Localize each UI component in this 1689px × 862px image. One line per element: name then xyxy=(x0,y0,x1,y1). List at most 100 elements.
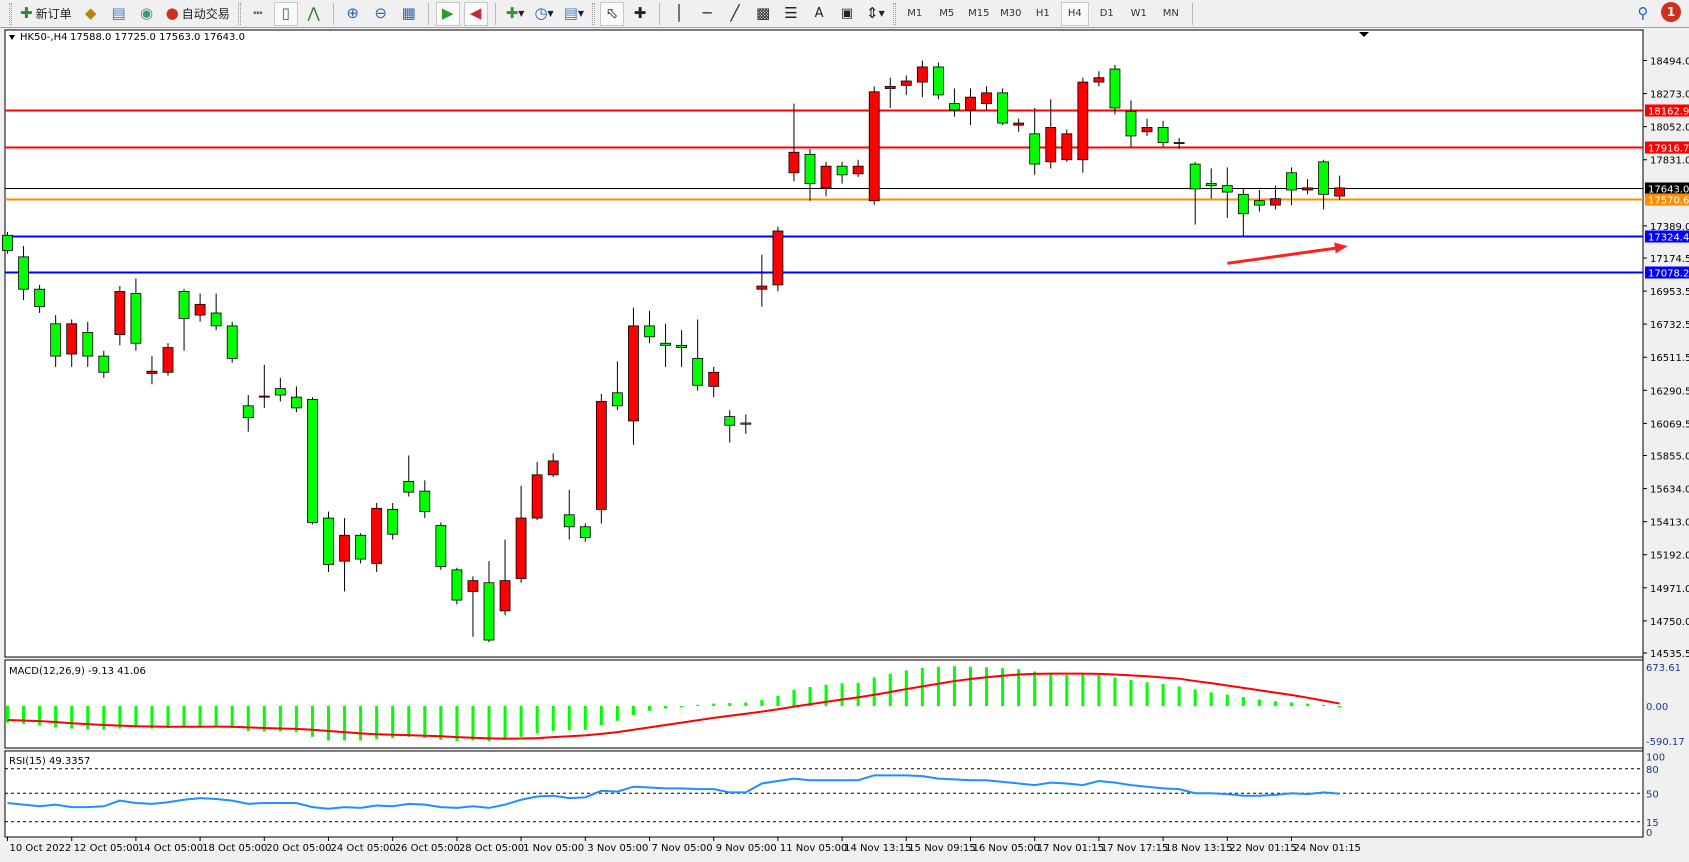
vertical-line-button[interactable]: │ xyxy=(667,2,691,26)
candle[interactable] xyxy=(612,361,623,411)
candle[interactable] xyxy=(483,561,495,643)
candle[interactable] xyxy=(1237,188,1249,238)
candle[interactable] xyxy=(916,60,928,98)
candle[interactable] xyxy=(692,319,704,391)
candle[interactable] xyxy=(114,286,126,346)
candle[interactable] xyxy=(965,88,976,126)
candle[interactable] xyxy=(82,321,94,367)
auto-trading-button[interactable]: ● 自动交易 xyxy=(163,2,233,26)
indicators-button[interactable]: ✚ ▼ xyxy=(503,2,528,26)
candle[interactable] xyxy=(387,502,399,540)
chart-shift-marker[interactable] xyxy=(1359,32,1369,37)
timeframe-m30[interactable]: M30 xyxy=(1000,8,1022,19)
timeframe-mn[interactable]: MN xyxy=(1162,8,1179,19)
candle[interactable] xyxy=(740,414,752,434)
rsi-pane[interactable] xyxy=(4,750,1644,838)
candle[interactable] xyxy=(852,159,864,177)
candle[interactable] xyxy=(50,315,62,367)
candle[interactable] xyxy=(290,386,302,413)
main-chart-pane[interactable] xyxy=(4,29,1644,658)
candle[interactable] xyxy=(804,148,816,201)
candle[interactable] xyxy=(563,489,575,540)
candle[interactable] xyxy=(98,350,110,378)
fibo-retracement-button[interactable]: ☰ xyxy=(779,2,803,26)
candle[interactable] xyxy=(130,278,142,351)
candle[interactable] xyxy=(226,321,238,363)
horizontal-line-button[interactable]: ─ xyxy=(695,2,719,26)
chart-shift-button[interactable]: ◀ xyxy=(463,1,488,26)
candle[interactable] xyxy=(210,293,222,331)
candle[interactable] xyxy=(1270,185,1281,210)
candle[interactable] xyxy=(579,523,591,542)
candle[interactable] xyxy=(162,343,174,376)
candle[interactable] xyxy=(1189,161,1201,225)
candle[interactable] xyxy=(1077,77,1089,173)
candle[interactable] xyxy=(884,77,896,108)
candle[interactable] xyxy=(788,103,800,182)
candle[interactable] xyxy=(1061,129,1073,162)
arrows-button[interactable]: ⇕ ▼ xyxy=(863,2,888,26)
candle[interactable] xyxy=(1286,167,1297,206)
candle[interactable] xyxy=(981,86,992,111)
crosshair-button[interactable]: ✚ xyxy=(628,2,652,26)
candle[interactable] xyxy=(1157,120,1169,147)
candle[interactable] xyxy=(1045,99,1057,169)
candle[interactable] xyxy=(307,397,318,525)
candle[interactable] xyxy=(868,86,880,206)
trendline-button[interactable]: ╱ xyxy=(723,2,747,26)
toolbar-grip[interactable] xyxy=(237,2,241,25)
fibo-channel-button[interactable]: ▩ xyxy=(751,2,775,26)
candle[interactable] xyxy=(178,289,190,351)
candle[interactable] xyxy=(403,455,415,497)
candle[interactable] xyxy=(339,518,350,592)
candle[interactable] xyxy=(451,567,463,605)
text-button[interactable]: A xyxy=(807,2,831,26)
trend-arrow[interactable] xyxy=(1227,246,1340,265)
candle[interactable] xyxy=(1221,167,1233,218)
candle[interactable] xyxy=(1254,189,1265,212)
candle[interactable] xyxy=(756,254,768,307)
candle[interactable] xyxy=(1302,179,1313,195)
timeframe-h4[interactable]: H4 xyxy=(1060,1,1089,26)
candle[interactable] xyxy=(836,161,848,184)
candle[interactable] xyxy=(355,533,367,564)
candle[interactable] xyxy=(708,366,720,398)
periods-button[interactable]: ◷ ▼ xyxy=(531,2,556,26)
candle[interactable] xyxy=(900,75,912,95)
timeframe-w1[interactable]: W1 xyxy=(1130,8,1147,19)
candle[interactable] xyxy=(772,226,784,292)
timeframe-m1[interactable]: M1 xyxy=(907,8,923,19)
candle[interactable] xyxy=(820,161,832,197)
toolbar-grip[interactable] xyxy=(592,2,596,25)
candle[interactable] xyxy=(724,410,736,443)
market-watch-button[interactable]: ◆ xyxy=(79,2,103,26)
signals-button[interactable]: ◉ xyxy=(135,2,159,26)
text-label-button[interactable]: ▣ xyxy=(835,2,859,26)
candlestick-button[interactable]: ▯ xyxy=(273,1,298,26)
search-button[interactable]: ⚲ xyxy=(1631,2,1655,26)
timeframe-h1[interactable]: H1 xyxy=(1035,8,1050,19)
candle[interactable] xyxy=(676,330,687,367)
templates-button[interactable]: ▤ ▼ xyxy=(561,2,587,26)
candle[interactable] xyxy=(66,319,78,367)
zoom-out-button[interactable]: ⊖ xyxy=(369,2,393,26)
candle[interactable] xyxy=(194,293,206,322)
tile-windows-button[interactable]: ▦ xyxy=(397,2,421,26)
new-order-button[interactable]: ✚ 新订单 xyxy=(17,2,75,26)
candle[interactable] xyxy=(997,88,1008,126)
candle[interactable] xyxy=(242,395,254,432)
candle[interactable] xyxy=(1318,159,1329,210)
candle[interactable] xyxy=(435,522,447,570)
candle[interactable] xyxy=(1141,118,1153,136)
candle[interactable] xyxy=(1173,138,1185,149)
line-chart-button[interactable]: ⋀ xyxy=(302,2,326,26)
candle[interactable] xyxy=(18,246,29,300)
autoscroll-button[interactable]: ▶ xyxy=(435,1,460,26)
timeframe-m15[interactable]: M15 xyxy=(968,8,990,19)
cursor-button[interactable]: ⬁ xyxy=(600,1,625,26)
candle[interactable] xyxy=(644,310,655,344)
timeframe-d1[interactable]: D1 xyxy=(1099,8,1114,19)
candle[interactable] xyxy=(595,393,607,524)
candle[interactable] xyxy=(1334,175,1346,200)
candle[interactable] xyxy=(1013,118,1025,132)
